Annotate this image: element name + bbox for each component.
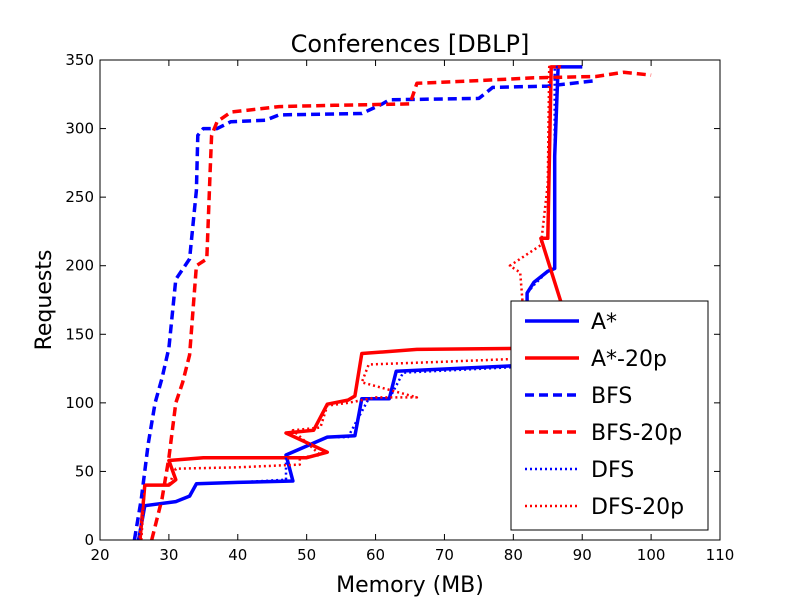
series-line-3 [132,78,597,540]
series-line-5 [136,65,583,540]
series-line-6 [140,65,562,540]
plot-frame [99,59,721,541]
legend-label: A* [591,310,617,335]
legend-label: A*-20p [591,347,667,372]
chart-title: Conferences [DBLP] [291,30,530,58]
x-tick-label: 80 [504,546,523,564]
chart-marks [132,65,652,540]
x-axis-label: Memory (MB) [336,573,484,598]
x-tick-label: 50 [297,546,316,564]
y-tick-label: 50 [75,462,94,480]
y-tick-label: 250 [65,188,94,206]
x-tick-label: 110 [706,546,735,564]
x-tick-label: 40 [228,546,247,564]
series-line-4 [150,70,652,540]
y-tick-label: 200 [65,257,94,275]
series-line-2 [138,65,564,540]
y-tick-label: 350 [65,51,94,69]
legend-label: BFS-20p [591,421,682,446]
legend-box [510,300,709,531]
y-tick-label: 100 [65,394,94,412]
x-tick-label: 70 [435,546,454,564]
x-tick-label: 60 [366,546,385,564]
legend-label: DFS-20p [591,495,684,520]
x-tick-label: 20 [90,546,109,564]
x-tick-label: 90 [573,546,592,564]
axes [99,59,721,541]
y-axis-label: Requests [32,250,57,351]
x-tick-label: 100 [637,546,666,564]
x-tick-label: 30 [159,546,178,564]
legend-label: BFS [591,384,632,409]
legend-label: DFS [591,458,634,483]
tick-layer: 20 30 40 50 60 70 80 90 100 110 0 50 100 150 200 250 300… [65,51,734,564]
legend: A* A*-20p BFS BFS-20p DFS DFS-20p [510,300,709,531]
y-tick-label: 150 [65,325,94,343]
y-tick-label: 0 [84,531,94,549]
y-tick-label: 300 [65,120,94,138]
